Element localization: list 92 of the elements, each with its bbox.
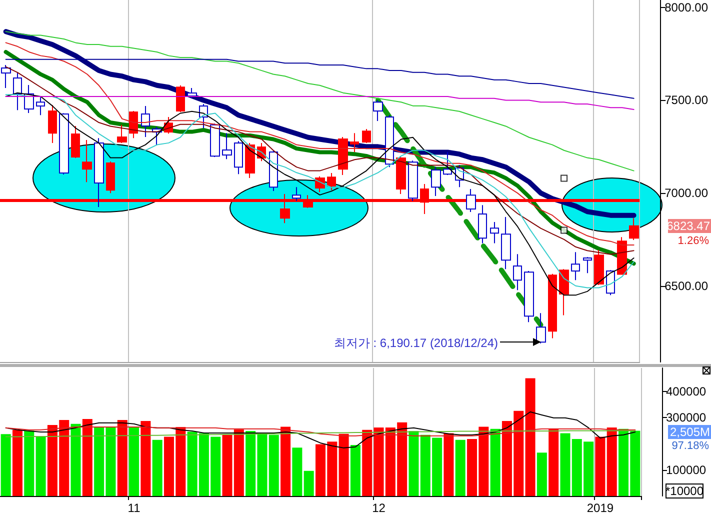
bar <box>606 428 617 496</box>
bar <box>408 430 419 496</box>
bar <box>117 420 128 496</box>
candlestick <box>245 142 255 179</box>
bar <box>280 426 291 496</box>
text: 6823.47 <box>666 219 710 233</box>
bar <box>455 440 466 496</box>
y-tick-label: 7500.00 <box>664 93 708 108</box>
bar <box>304 470 314 496</box>
candlestick <box>536 312 546 344</box>
candlestick <box>466 188 476 212</box>
y-tick-label: 100000 <box>666 462 706 477</box>
bar <box>0 434 11 496</box>
candlestick <box>141 106 150 138</box>
candlestick <box>350 132 359 153</box>
candlestick <box>117 124 127 144</box>
annotation: 최저가 : 6,190.17 (2018/12/24) <box>334 336 498 350</box>
candlestick <box>559 268 569 316</box>
bar <box>536 452 547 496</box>
candlestick <box>234 140 243 175</box>
candlestick <box>187 87 197 99</box>
candlestick <box>606 270 615 296</box>
candlestick <box>385 114 394 168</box>
candlestick <box>338 136 348 176</box>
line-series <box>5 58 634 99</box>
candlestick <box>524 270 534 323</box>
bar <box>560 433 570 496</box>
candlestick <box>82 139 92 183</box>
bar <box>525 378 536 496</box>
y-tick-label: 8000.00 <box>664 0 708 14</box>
bar <box>490 428 500 496</box>
text: *10000 <box>665 484 704 498</box>
bar <box>268 434 279 496</box>
bar <box>595 436 606 496</box>
line-series <box>5 96 634 110</box>
candlestick <box>431 166 441 197</box>
y-tick-label: 7000.00 <box>664 186 708 200</box>
text: 1.26% <box>678 235 710 247</box>
line-series <box>5 430 636 438</box>
text: 2,505M <box>670 425 710 439</box>
candlestick <box>13 72 22 111</box>
candlestick <box>571 252 580 281</box>
candlestick <box>629 218 639 241</box>
candlestick <box>222 132 232 160</box>
candlestick <box>408 160 418 202</box>
candlestick <box>548 273 557 339</box>
candlestick <box>129 110 138 139</box>
candlestick <box>396 156 406 194</box>
line-series <box>5 426 636 436</box>
candlestick <box>71 126 80 158</box>
candlestick <box>501 216 511 270</box>
bar <box>444 433 454 496</box>
candlestick <box>373 100 383 122</box>
candlestick <box>327 172 336 191</box>
candlestick <box>1 64 11 88</box>
bar <box>129 426 140 496</box>
candlestick <box>583 256 592 274</box>
y-tick-label: 300000 <box>666 410 706 425</box>
candlestick <box>490 222 499 244</box>
bar <box>152 440 162 496</box>
x-tick-label: 2019 <box>586 501 614 515</box>
bar <box>24 430 34 496</box>
candlestick <box>106 161 115 194</box>
x-tick-label: 11 <box>128 501 141 515</box>
candlestick <box>594 250 604 286</box>
line-series <box>5 411 636 448</box>
bar <box>12 430 22 496</box>
bar <box>548 428 559 496</box>
x-tick-label: 12 <box>372 501 386 515</box>
candlestick <box>292 186 301 202</box>
line-series <box>5 31 634 172</box>
candlestick <box>513 254 522 291</box>
candlestick <box>269 150 278 192</box>
bar <box>292 448 302 496</box>
y-tick-label: 400000 <box>666 384 706 399</box>
bar <box>140 421 151 496</box>
candlestick <box>478 204 487 244</box>
bar <box>362 430 372 496</box>
bar <box>36 436 46 496</box>
candlestick <box>94 138 104 208</box>
text: 97.18% <box>672 440 710 452</box>
candlestick <box>59 112 69 176</box>
bar <box>82 418 92 496</box>
candlestick <box>48 104 57 144</box>
bar <box>70 424 81 496</box>
y-tick-label: 6500.00 <box>664 278 708 293</box>
bar <box>338 434 349 496</box>
candlestick <box>36 96 45 116</box>
candlestick <box>176 84 185 112</box>
bar <box>350 445 360 496</box>
candlestick <box>443 152 452 176</box>
candlestick <box>362 128 371 144</box>
